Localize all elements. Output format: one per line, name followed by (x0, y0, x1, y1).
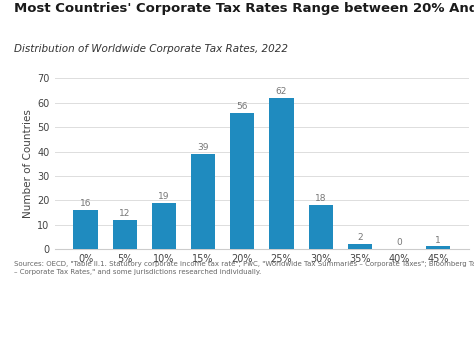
Text: Most Countries' Corporate Tax Rates Range between 20% And 30%: Most Countries' Corporate Tax Rates Rang… (14, 2, 474, 15)
Bar (269, 98, 293, 249)
Text: 2: 2 (357, 233, 363, 242)
Text: @TaxFoundation: @TaxFoundation (382, 322, 462, 331)
Text: TAX FOUNDATION: TAX FOUNDATION (12, 322, 122, 331)
Text: 12: 12 (119, 209, 130, 218)
Text: 1: 1 (436, 236, 441, 245)
Text: Distribution of Worldwide Corporate Tax Rates, 2022: Distribution of Worldwide Corporate Tax … (14, 44, 288, 54)
Bar (348, 244, 372, 249)
Bar (309, 205, 333, 249)
Text: 56: 56 (237, 102, 248, 111)
Bar (191, 154, 215, 249)
Text: 0: 0 (396, 238, 402, 247)
Text: 19: 19 (158, 192, 170, 201)
Bar (73, 210, 98, 249)
Text: 62: 62 (276, 87, 287, 96)
Bar (112, 220, 137, 249)
Bar (152, 203, 176, 249)
Text: 18: 18 (315, 194, 327, 203)
Bar (230, 113, 255, 249)
Text: 39: 39 (197, 143, 209, 152)
Text: 16: 16 (80, 199, 91, 208)
Text: Sources: OECD, "Table II.1. Statutory corporate income tax rate"; PwC, "Worldwid: Sources: OECD, "Table II.1. Statutory co… (14, 261, 474, 275)
Bar (426, 247, 450, 249)
Y-axis label: Number of Countries: Number of Countries (23, 109, 33, 218)
